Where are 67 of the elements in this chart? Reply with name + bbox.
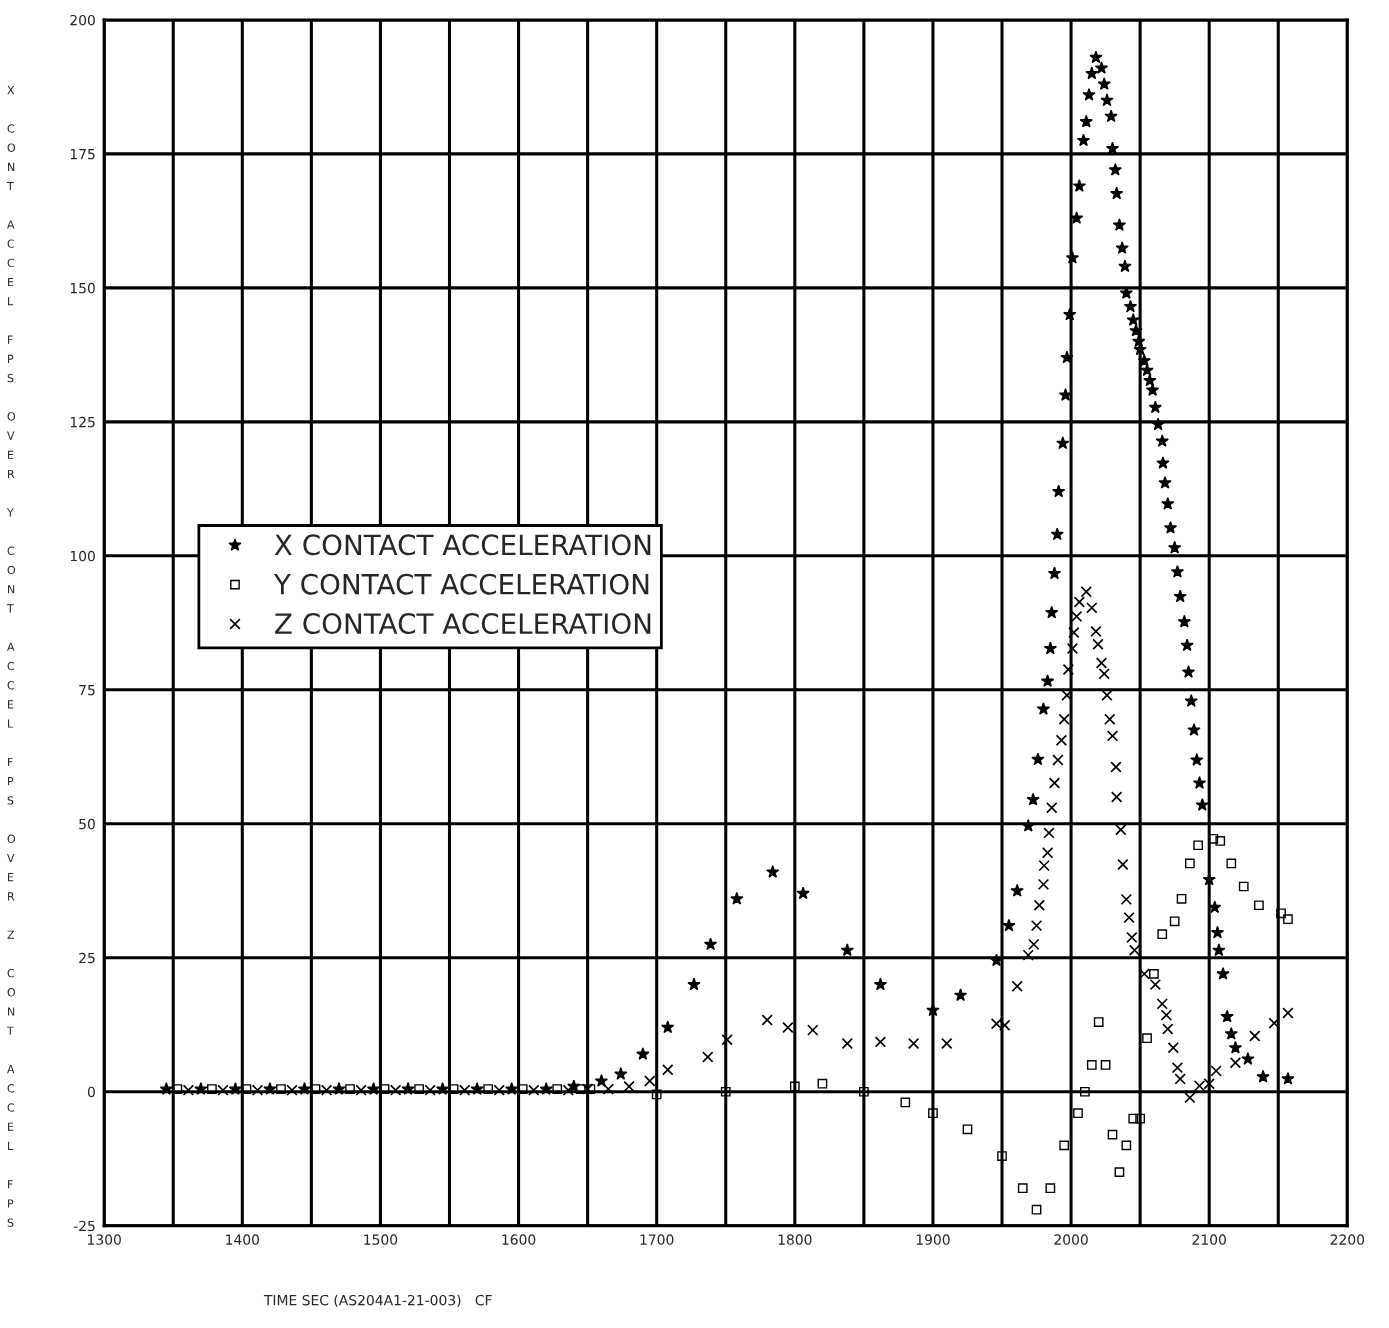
x-tick-label: 1600 <box>502 1234 536 1245</box>
point <box>1080 1086 1090 1097</box>
point <box>928 1108 938 1119</box>
point <box>345 1084 355 1094</box>
point <box>1254 900 1264 911</box>
legend-label: Z CONTACT ACCELERATION <box>275 613 651 635</box>
point <box>1193 840 1204 851</box>
legend-label: X CONTACT ACCELERATION <box>274 534 651 556</box>
point <box>1045 1183 1056 1194</box>
point <box>817 1078 828 1089</box>
y-tick-label: 0 <box>87 1086 95 1098</box>
y-tick-label: 200 <box>70 14 95 26</box>
y-tick-label: 25 <box>79 952 95 964</box>
x-tick-label: 2000 <box>1054 1234 1088 1245</box>
point <box>651 1089 662 1100</box>
text: X CONT ACCEL FPS OVER Y CONT ACCEL FPS OVER Z CONT ACCEL FPS <box>6 86 16 1227</box>
x-tick-label: 1500 <box>364 1234 398 1245</box>
point <box>1059 1140 1070 1151</box>
point <box>483 1084 494 1094</box>
point <box>1149 968 1159 979</box>
point <box>1031 1204 1042 1215</box>
point <box>1185 858 1195 869</box>
x-tick-label: 1300 <box>88 1234 121 1245</box>
point <box>1086 1060 1097 1070</box>
point <box>414 1084 424 1094</box>
legend-label: Y CONTACT ACCELERATION <box>273 573 649 595</box>
point <box>1017 1183 1028 1194</box>
x-tick-label: 1700 <box>640 1234 674 1245</box>
y-tick-label: 150 <box>70 282 95 294</box>
x-tick-label: 1900 <box>916 1234 950 1245</box>
y-tick-label: 50 <box>79 818 95 830</box>
point <box>859 1086 869 1097</box>
point <box>1100 1060 1111 1070</box>
point <box>1121 1140 1132 1151</box>
x-tick-label: 2100 <box>1192 1234 1226 1245</box>
x-axis-title: TIME SEC (AS204A1-21-003) CF <box>263 1294 492 1308</box>
point <box>720 1086 731 1097</box>
y-tick-label: -25 <box>73 1220 95 1232</box>
point <box>276 1084 286 1094</box>
point <box>207 1084 217 1094</box>
x-tick-label: 2200 <box>1330 1234 1365 1245</box>
x-tick-label: 1800 <box>778 1234 812 1245</box>
point <box>1128 1113 1139 1124</box>
point <box>1215 836 1226 846</box>
point <box>962 1124 973 1135</box>
point <box>1093 1017 1104 1027</box>
point <box>1276 908 1286 919</box>
point <box>1169 916 1180 927</box>
y-tick-label: 175 <box>70 149 95 160</box>
point <box>1238 881 1249 892</box>
point <box>1107 1129 1118 1140</box>
point <box>900 1097 911 1108</box>
point <box>997 1151 1007 1161</box>
x-tick-label: 1400 <box>226 1234 260 1245</box>
y-tick-label: 100 <box>70 550 95 562</box>
point <box>1226 858 1237 869</box>
point <box>552 1084 563 1094</box>
point <box>1142 1033 1152 1044</box>
point <box>1135 1113 1145 1124</box>
point <box>1073 1108 1083 1119</box>
point <box>1114 1167 1125 1178</box>
point <box>789 1081 800 1092</box>
y-tick-label: 125 <box>70 416 95 428</box>
point <box>1176 893 1187 904</box>
y-tick-label: 75 <box>79 684 95 696</box>
point <box>1157 929 1168 940</box>
point <box>1283 914 1293 925</box>
